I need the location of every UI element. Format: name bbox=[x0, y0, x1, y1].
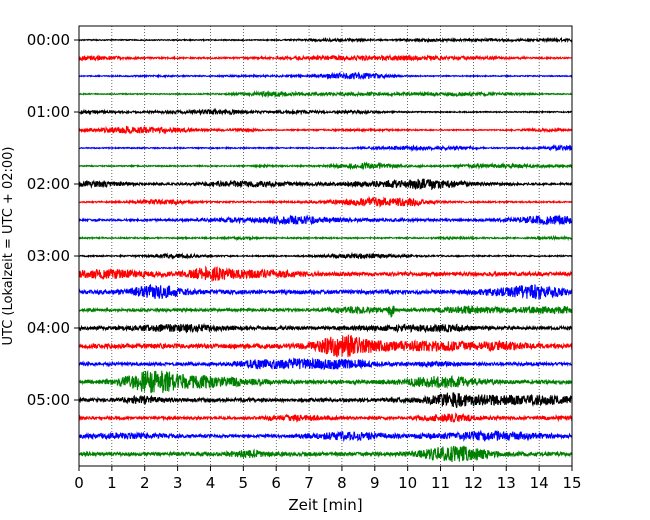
x-tick-label: 10 bbox=[398, 474, 417, 492]
trace-spike bbox=[381, 305, 402, 318]
y-tick-label: 05:00 bbox=[27, 391, 70, 409]
plot-frame bbox=[78, 25, 573, 467]
x-tick-label: 3 bbox=[173, 474, 183, 492]
x-tick-label: 4 bbox=[206, 474, 216, 492]
trace-line bbox=[78, 369, 573, 394]
x-tick-label: 2 bbox=[140, 474, 150, 492]
y-tick-label: 01:00 bbox=[27, 103, 70, 121]
trace-line bbox=[78, 107, 573, 116]
y-tick-label: 00:00 bbox=[27, 31, 70, 49]
plot-frame-bg bbox=[79, 26, 572, 466]
trace-line bbox=[78, 53, 573, 62]
trace-line bbox=[78, 144, 573, 153]
trace-line bbox=[78, 283, 573, 300]
trace-line bbox=[78, 234, 573, 242]
trace-line bbox=[78, 125, 573, 135]
x-tick-label: 0 bbox=[74, 474, 84, 492]
y-axis-ticks: 00:00 01:00 02:00 03:00 04:00 05:00 bbox=[27, 31, 79, 409]
trace-line bbox=[78, 305, 573, 315]
y-tick-label: 04:00 bbox=[27, 319, 70, 337]
x-tick-label: 1 bbox=[107, 474, 117, 492]
x-tick-label: 11 bbox=[431, 474, 450, 492]
trace-line bbox=[78, 71, 573, 81]
x-tick-label: 14 bbox=[530, 474, 549, 492]
trace-line bbox=[78, 36, 573, 44]
x-tick-label: 6 bbox=[271, 474, 281, 492]
trace-line bbox=[78, 322, 573, 334]
x-axis-label: Zeit [min] bbox=[288, 496, 362, 514]
trace-line bbox=[78, 412, 573, 423]
x-tick-label: 9 bbox=[370, 474, 380, 492]
x-tick-label: 5 bbox=[239, 474, 249, 492]
x-tick-label: 7 bbox=[304, 474, 314, 492]
trace-line bbox=[78, 392, 573, 409]
trace-line bbox=[78, 161, 573, 171]
x-tick-label: 13 bbox=[497, 474, 516, 492]
trace-line bbox=[78, 195, 573, 208]
x-axis-ticks: 0 1 2 3 4 5 6 7 8 9 10 11 12 13 14 15 bbox=[74, 466, 582, 492]
x-tick-label: 8 bbox=[337, 474, 347, 492]
traces bbox=[78, 36, 573, 462]
trace-line bbox=[78, 251, 573, 260]
trace-line bbox=[78, 357, 573, 370]
trace-line bbox=[78, 334, 573, 358]
y-tick-label: 03:00 bbox=[27, 247, 70, 265]
trace-line bbox=[78, 177, 573, 191]
trace-line bbox=[78, 90, 573, 99]
x-tick-label: 15 bbox=[562, 474, 581, 492]
y-tick-label: 02:00 bbox=[27, 175, 70, 193]
trace-line bbox=[78, 214, 573, 226]
trace-line bbox=[78, 444, 573, 462]
trace-line bbox=[78, 265, 573, 282]
x-tick-label: 12 bbox=[464, 474, 483, 492]
trace-line bbox=[78, 429, 573, 443]
y-axis-label: UTC (Lokalzeit = UTC + 02:00) bbox=[1, 147, 16, 346]
